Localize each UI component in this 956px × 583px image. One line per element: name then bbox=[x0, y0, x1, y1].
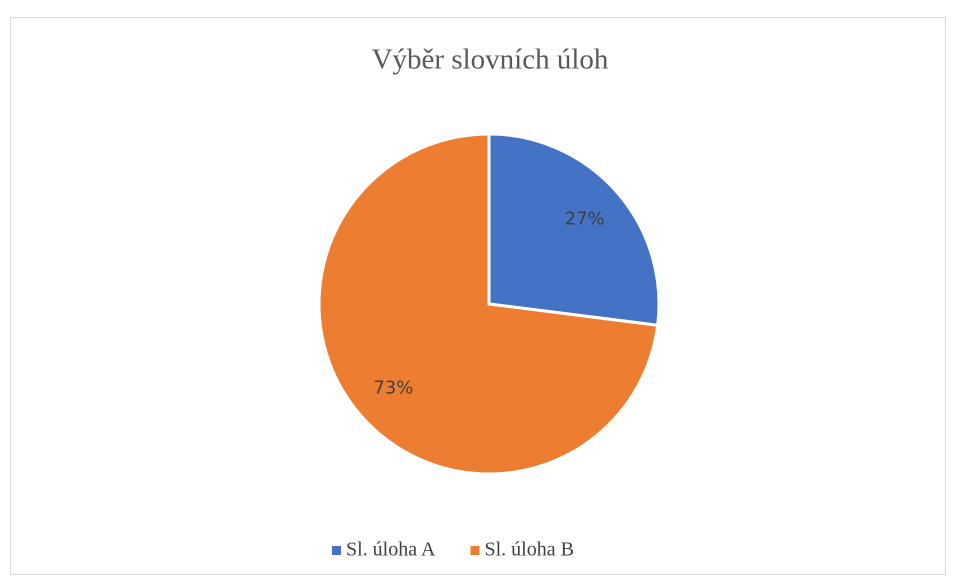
pie-slice bbox=[487, 132, 661, 327]
data-label: 27% bbox=[565, 209, 605, 230]
data-label: 73% bbox=[373, 377, 413, 398]
legend-swatch bbox=[332, 546, 341, 555]
legend-label: Sl. úloha B bbox=[484, 539, 573, 561]
chart-title: Výběr slovních úloh bbox=[372, 44, 609, 76]
pie-slice bbox=[317, 132, 660, 476]
legend-label: Sl. úloha A bbox=[346, 539, 436, 561]
legend-swatch bbox=[470, 546, 480, 555]
